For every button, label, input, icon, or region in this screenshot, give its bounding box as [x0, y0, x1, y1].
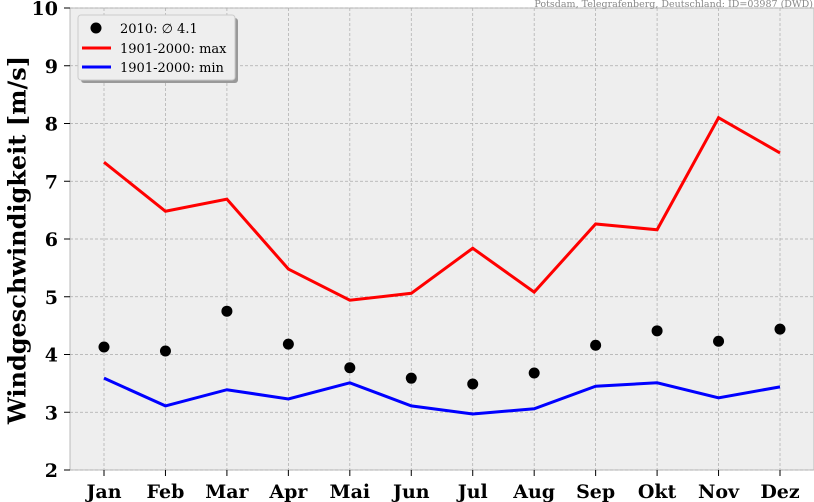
- data-point-2010-mar: [221, 305, 233, 317]
- y-tick-label: 8: [45, 114, 58, 136]
- legend-label-max: 1901-2000: max: [120, 42, 227, 57]
- data-point-2010-nov: [713, 335, 725, 347]
- x-tick-label-mai: Mai: [330, 481, 371, 502]
- x-tick-label-feb: Feb: [147, 481, 185, 502]
- y-tick-label: 4: [45, 345, 58, 367]
- y-tick-label: 2: [45, 460, 58, 482]
- data-point-2010-sep: [590, 339, 602, 351]
- y-axis: 2 3 4 5 6 7 8 9 10: [32, 0, 70, 482]
- y-tick-label: 3: [45, 402, 58, 424]
- data-point-2010-apr: [282, 338, 294, 350]
- legend: 2010: ∅ 4.1 1901-2000: max 1901-2000: mi…: [77, 14, 238, 83]
- series-line-2: [103, 376, 781, 416]
- series-layer: [98, 115, 786, 416]
- data-point-2010-jun: [405, 372, 417, 384]
- y-tick-label: 10: [32, 0, 58, 20]
- data-point-2010-feb: [159, 345, 171, 357]
- data-point-2010-aug: [528, 367, 540, 379]
- x-tick-label-jun: Jun: [391, 481, 430, 502]
- x-tick-label-mar: Mar: [205, 481, 249, 502]
- y-tick-label: 7: [45, 171, 58, 193]
- y-axis-label: Windgeschwindigkeit [m/s]: [3, 56, 32, 425]
- data-point-2010-dez: [774, 323, 786, 335]
- x-tick-label-dez: Dez: [760, 481, 800, 502]
- data-point-2010-mai: [344, 362, 356, 374]
- data-point-2010-okt: [651, 325, 663, 337]
- legend-marker-2010: [90, 22, 102, 34]
- y-tick-label: 9: [45, 56, 58, 78]
- legend-label-min: 1901-2000: min: [120, 61, 225, 76]
- data-point-2010-jan: [98, 341, 110, 353]
- x-tick-label-apr: Apr: [268, 481, 308, 502]
- x-tick-label-jan: Jan: [84, 481, 121, 502]
- data-point-2010-jul: [467, 378, 479, 390]
- y-tick-label: 5: [45, 287, 58, 309]
- y-tick-label: 6: [45, 229, 58, 251]
- x-tick-label-sep: Sep: [576, 481, 615, 502]
- x-axis: Jan Feb Mar Apr Mai Jun Jul Aug Sep Okt Nov Dez: [84, 470, 800, 502]
- x-tick-label-jul: Jul: [456, 481, 488, 502]
- x-tick-label-nov: Nov: [698, 481, 740, 502]
- legend-label-2010: 2010: ∅ 4.1: [120, 22, 198, 37]
- grid: [70, 7, 814, 471]
- series-line-1: [103, 115, 781, 302]
- x-tick-label-okt: Okt: [638, 481, 677, 502]
- x-tick-label-aug: Aug: [512, 481, 555, 502]
- source-note: Potsdam, Telegrafenberg, Deutschland: ID…: [534, 0, 813, 10]
